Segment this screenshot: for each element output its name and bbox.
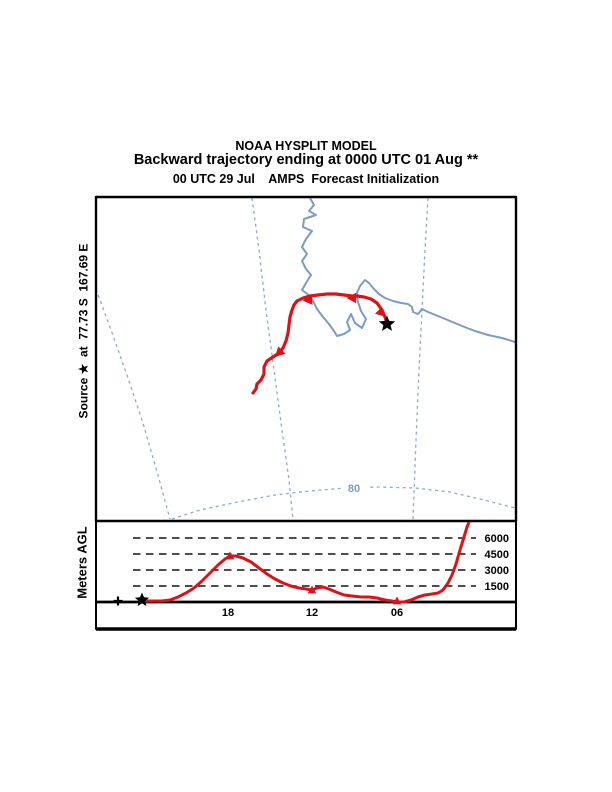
profile-12h-marker xyxy=(307,585,317,594)
trajectory-path xyxy=(251,292,389,395)
profile-18h-marker xyxy=(392,596,402,605)
profile-6h-marker xyxy=(225,551,235,560)
trajectory-12h-marker xyxy=(302,294,313,305)
meridian-east xyxy=(412,197,429,521)
ytick-label-1500: 1500 xyxy=(485,581,509,593)
meridian-middle xyxy=(251,197,294,521)
xtick-label-18: 18 xyxy=(222,607,234,619)
trajectory-end-arrow xyxy=(374,306,385,317)
map-border xyxy=(94,195,518,523)
xtick-label-12: 12 xyxy=(306,607,318,619)
model-title: NOAA HYSPLIT MODEL xyxy=(235,139,377,153)
xtick-label-06: 06 xyxy=(391,607,403,619)
start-plus-marker xyxy=(113,596,123,606)
ytick-label-6000: 6000 xyxy=(485,533,509,545)
trajectory-title: Backward trajectory ending at 0000 UTC 0… xyxy=(133,152,479,168)
initialization-subtitle: 00 UTC 29 Jul AMPS Forecast Initializati… xyxy=(172,172,440,186)
latitude-label-80: 80 xyxy=(348,483,360,495)
source-star-map xyxy=(378,315,396,331)
meridian-west xyxy=(95,288,171,520)
height-profile-line xyxy=(140,520,471,604)
ytick-label-4500: 4500 xyxy=(485,549,509,561)
trajectory-18h-marker xyxy=(275,346,286,357)
trajectory-6h-marker xyxy=(346,292,357,304)
coastline xyxy=(301,197,516,343)
ytick-label-3000: 3000 xyxy=(485,565,509,577)
source-star-profile xyxy=(134,592,150,607)
latitude-label-80-bg xyxy=(341,481,367,494)
